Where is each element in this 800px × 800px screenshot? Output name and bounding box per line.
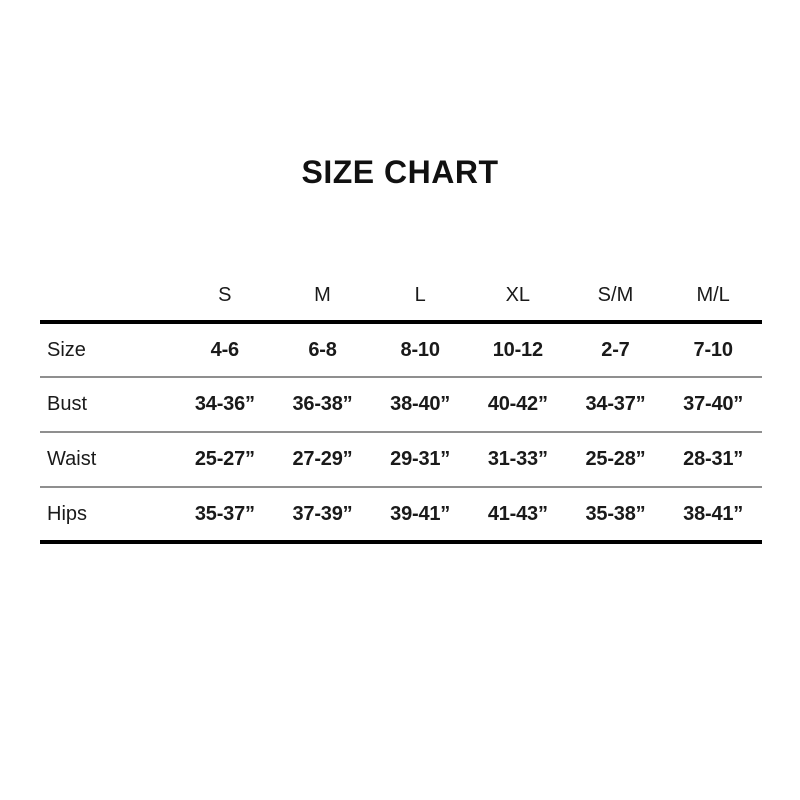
table-cell: 36-38”: [292, 393, 353, 415]
column-header-s: S: [218, 283, 232, 306]
table-cell: 35-38”: [585, 502, 646, 525]
column-header-xl: XL: [505, 283, 531, 306]
table-cell: 6-8: [308, 338, 337, 361]
table-cell: 37-40”: [683, 393, 744, 415]
column-header-ml: M/L: [696, 283, 730, 306]
table-cell: 8-10: [400, 338, 440, 361]
page-title: SIZE CHART: [301, 154, 499, 190]
table-cell: 34-37”: [585, 393, 646, 415]
header-spacer: [40, 270, 176, 322]
table-cell: 38-41”: [683, 502, 744, 525]
table-cell: 25-27”: [194, 448, 255, 470]
table-cell: 2-7: [601, 338, 630, 361]
table-cell: 41-43”: [487, 502, 548, 525]
table-row-size: Size 4-6 6-8 8-10 10-12 2-7 7-10: [40, 322, 762, 377]
table-cell: 40-42”: [487, 393, 548, 415]
column-header-l: L: [414, 283, 426, 306]
row-label-hips: Hips: [47, 502, 88, 525]
size-chart-table: S M L XL S/M M/L Size 4-6 6-8 8-10 10-12…: [40, 270, 762, 544]
table-row-waist: Waist 25-27” 27-29” 29-31” 31-33” 25-28”…: [40, 432, 762, 487]
table-cell: 34-36”: [194, 393, 255, 415]
table-cell: 10-12: [492, 338, 543, 361]
row-label-bust: Bust: [47, 393, 88, 415]
table-cell: 31-33”: [487, 448, 548, 470]
table-cell: 38-40”: [390, 393, 451, 415]
table-cell: 4-6: [210, 338, 240, 361]
header-row: S M L XL S/M M/L: [40, 270, 762, 322]
table-cell: 28-31”: [683, 448, 744, 470]
table-cell: 27-29”: [292, 448, 353, 470]
table-cell: 25-28”: [585, 448, 646, 470]
table-cell: 35-37”: [194, 502, 255, 525]
column-header-m: M: [314, 283, 331, 306]
row-label-waist: Waist: [47, 448, 97, 470]
table-cell: 7-10: [693, 338, 733, 361]
row-label-size: Size: [47, 338, 86, 361]
table-row-bust: Bust 34-36” 36-38” 38-40” 40-42” 34-37” …: [40, 377, 762, 432]
table-cell: 29-31”: [390, 448, 451, 470]
column-header-sm: S/M: [597, 283, 634, 306]
table-cell: 39-41”: [390, 502, 451, 525]
table-cell: 37-39”: [292, 502, 353, 525]
table-row-hips: Hips 35-37” 37-39” 39-41” 41-43” 35-38” …: [40, 487, 762, 542]
